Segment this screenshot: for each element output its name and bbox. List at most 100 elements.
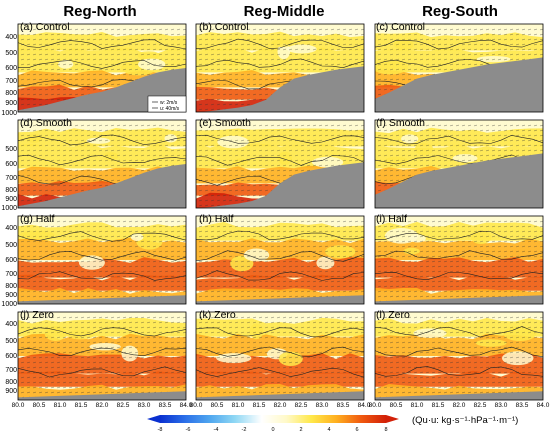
colorbar-tick: 6 xyxy=(355,427,358,433)
ytick: 500 xyxy=(5,242,17,249)
panel-f xyxy=(374,119,544,209)
panel-a xyxy=(17,23,187,113)
column-title-middle: Reg-Middle xyxy=(244,3,325,20)
colorbar-tick: 2 xyxy=(299,427,302,433)
panel-label-b: (b) Control xyxy=(199,21,249,33)
panel-h xyxy=(195,215,365,305)
y-ticks-row2: 500 600 700 800 900 1000 xyxy=(1,146,17,212)
colorbar-tick: -2 xyxy=(242,427,247,433)
xtick: 81.0 xyxy=(54,402,67,409)
ytick: 600 xyxy=(5,353,17,360)
ytick: 600 xyxy=(5,65,17,72)
ytick: 700 xyxy=(5,78,17,85)
ytick: 400 xyxy=(5,34,17,41)
xtick: 81.0 xyxy=(232,402,245,409)
ytick: 1000 xyxy=(1,301,17,308)
ytick: 700 xyxy=(5,367,17,374)
colorbar-tick: 8 xyxy=(384,427,387,433)
xtick: 80.5 xyxy=(33,402,46,409)
xtick: 83.5 xyxy=(516,402,529,409)
y-ticks-row3: 400 500 600 700 800 900 1000 xyxy=(1,225,17,308)
ytick: 500 xyxy=(5,50,17,57)
ytick: 600 xyxy=(5,257,17,264)
ytick: 900 xyxy=(5,388,17,395)
xtick: 82.5 xyxy=(295,402,308,409)
ytick: 500 xyxy=(5,338,17,345)
colorbar-label: (Qu·u: kg·s⁻¹·hPa⁻¹·m⁻¹) xyxy=(412,415,518,426)
panel-label-f: (f) Smooth xyxy=(376,117,425,129)
ytick: 600 xyxy=(5,161,17,168)
x-ticks-north: 80.0 80.5 81.0 81.5 82.0 82.5 83.0 83.5 … xyxy=(12,402,193,409)
ytick: 500 xyxy=(5,146,17,153)
xtick: 82.5 xyxy=(117,402,130,409)
xtick: 80.5 xyxy=(390,402,403,409)
vector-legend: w: 2m/s u: 40m/s xyxy=(147,95,187,113)
xtick: 84.0 xyxy=(358,402,371,409)
ytick: 700 xyxy=(5,175,17,182)
column-title-south: Reg-South xyxy=(422,3,498,20)
panel-label-j: (j) Zero xyxy=(20,309,54,321)
y-ticks-row4: 400 500 600 700 800 900 xyxy=(5,321,17,395)
ytick: 800 xyxy=(5,283,17,290)
x-ticks-south: 80.0 80.5 81.0 81.5 82.0 82.5 83.0 83.5 … xyxy=(369,402,550,409)
vector-legend-u-label: u: 40m/s xyxy=(160,106,180,112)
ytick: 700 xyxy=(5,271,17,278)
xtick: 80.5 xyxy=(211,402,224,409)
panel-l xyxy=(374,311,544,401)
panel-grid xyxy=(17,23,544,401)
panel-label-a: (a) Control xyxy=(20,21,70,33)
panel-label-e: (e) Smooth xyxy=(199,117,251,129)
panel-c xyxy=(374,23,544,113)
column-title-north: Reg-North xyxy=(63,3,136,20)
xtick: 81.0 xyxy=(411,402,424,409)
colorbar: -8 -6 -4 -2 0 2 4 6 8 (Qu·u: kg·s⁻¹·hPa⁻… xyxy=(147,415,518,433)
ytick: 400 xyxy=(5,225,17,232)
ytick: 800 xyxy=(5,90,17,97)
panel-label-h: (h) Half xyxy=(199,213,234,225)
xtick: 81.5 xyxy=(432,402,445,409)
xtick: 83.0 xyxy=(316,402,329,409)
xtick: 83.0 xyxy=(495,402,508,409)
panel-e xyxy=(195,119,365,209)
panel-k xyxy=(195,311,365,401)
colorbar-high-extension xyxy=(386,415,399,423)
panel-label-i: (i) Half xyxy=(376,213,407,225)
xtick: 83.5 xyxy=(159,402,172,409)
xtick: 83.5 xyxy=(337,402,350,409)
xtick: 80.0 xyxy=(190,402,203,409)
y-ticks-row1: 400 500 600 700 800 900 1000 xyxy=(1,34,17,117)
ytick: 1000 xyxy=(1,110,17,117)
xtick: 84.0 xyxy=(180,402,193,409)
panel-g xyxy=(17,215,187,305)
ytick: 900 xyxy=(5,196,17,203)
xtick: 82.0 xyxy=(96,402,109,409)
ytick: 800 xyxy=(5,187,17,194)
colorbar-tick: -6 xyxy=(186,427,191,433)
panel-label-k: (k) Zero xyxy=(199,309,236,321)
xtick: 80.0 xyxy=(12,402,25,409)
xtick: 82.0 xyxy=(453,402,466,409)
ytick: 800 xyxy=(5,379,17,386)
xtick: 84.0 xyxy=(537,402,550,409)
colorbar-tick: 4 xyxy=(327,427,330,433)
vector-legend-w-label: w: 2m/s xyxy=(160,100,178,106)
xtick: 80.0 xyxy=(369,402,382,409)
xtick: 83.0 xyxy=(138,402,151,409)
colorbar-tick: -8 xyxy=(158,427,163,433)
panel-label-l: (l) Zero xyxy=(376,309,410,321)
panel-label-c: (c) Control xyxy=(376,21,425,33)
panel-b xyxy=(195,23,365,113)
panel-label-d: (d) Smooth xyxy=(20,117,72,129)
xtick: 81.5 xyxy=(253,402,266,409)
xtick: 82.5 xyxy=(474,402,487,409)
colorbar-low-extension xyxy=(147,415,160,423)
panel-label-g: (g) Half xyxy=(20,213,55,225)
panel-d xyxy=(17,119,187,209)
colorbar-body xyxy=(160,415,386,423)
ytick: 900 xyxy=(5,100,17,107)
panel-j xyxy=(17,311,187,401)
ytick: 900 xyxy=(5,292,17,299)
panel-i xyxy=(374,215,544,305)
xtick: 81.5 xyxy=(75,402,88,409)
x-ticks-middle: 80.0 80.5 81.0 81.5 82.0 82.5 83.0 83.5 … xyxy=(190,402,371,409)
